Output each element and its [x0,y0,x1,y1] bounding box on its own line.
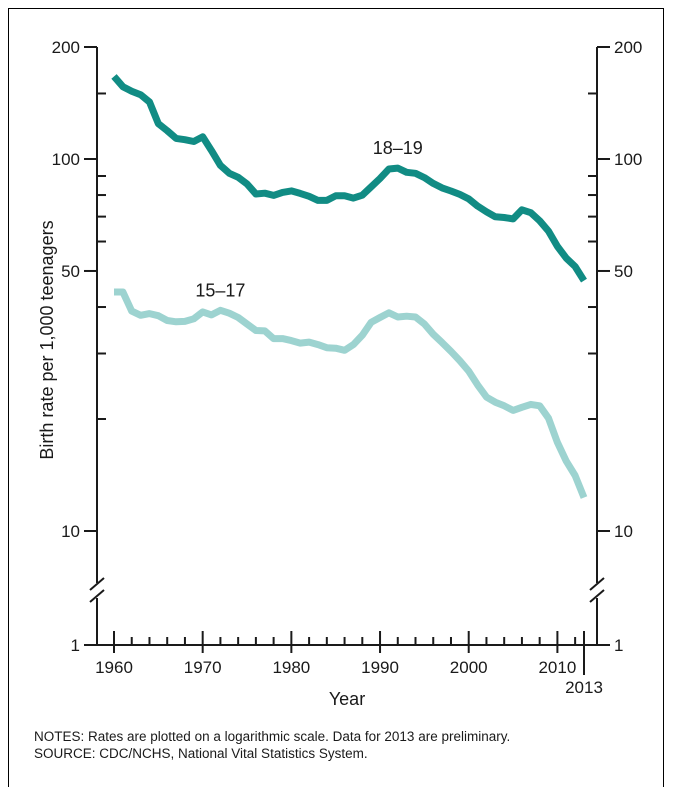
chart-axes [84,46,610,675]
x-tick-label: 1990 [361,658,399,677]
y-tick-label-left: 100 [52,150,80,169]
y-tick-label-left: 200 [52,38,80,57]
x-tick-label: 2000 [450,658,488,677]
y-tick-label-left: 1 [71,636,80,655]
series-label-18-19: 18–19 [373,138,423,158]
figure-frame [8,8,664,787]
x-tick-label: 1960 [95,658,133,677]
left-axis-break-mark [89,577,105,591]
right-axis-break-mark [589,577,605,591]
chart-svg: 200 200 100 100 50 50 10 10 1 1 1960 1970 1980 1990 20… [37,38,642,709]
left-axis-break-mark [89,589,105,603]
chart-labels: 200 200 100 100 50 50 10 10 1 1 1960 1970 1980 1990 20… [37,38,642,709]
y-tick-label-right: 10 [614,522,633,541]
x-tick-label: 2013 [565,678,603,697]
series-line-15-17 [114,288,588,499]
source-text: SOURCE: CDC/NCHS, National Vital Statist… [34,746,368,761]
notes-text: NOTES: Rates are plotted on a logarithmi… [34,729,511,744]
y-tick-label-left: 10 [61,522,80,541]
y-tick-label-right: 50 [614,262,633,281]
series-line-18-19 [111,74,587,283]
y-tick-label-right: 200 [614,38,642,57]
series-label-15-17: 15–17 [195,280,245,300]
y-tick-label-left: 50 [61,262,80,281]
figure-notes: NOTES: Rates are plotted on a logarithmi… [34,728,510,762]
y-tick-label-right: 1 [614,636,623,655]
x-tick-label: 2010 [538,658,576,677]
y-tick-label-right: 100 [614,150,642,169]
x-axis-title: Year [329,689,365,709]
x-tick-label: 1980 [272,658,310,677]
chart-marks [111,74,588,499]
x-tick-label: 1970 [184,658,222,677]
right-axis-break-mark [589,589,605,603]
y-axis-title: Birth rate per 1,000 teenagers [37,220,57,459]
